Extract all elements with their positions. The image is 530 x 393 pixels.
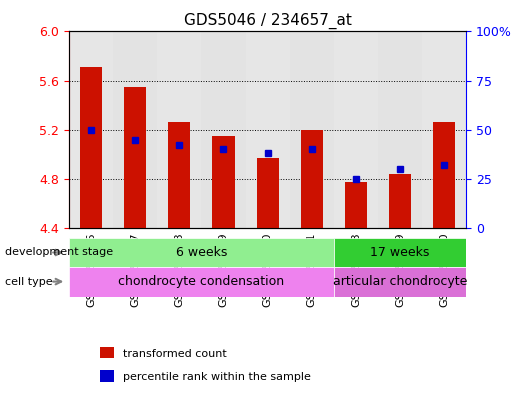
FancyBboxPatch shape xyxy=(69,267,334,297)
Text: transformed count: transformed count xyxy=(123,349,227,359)
Bar xyxy=(124,87,146,228)
FancyBboxPatch shape xyxy=(334,238,466,267)
Text: 6 weeks: 6 weeks xyxy=(176,246,227,259)
Bar xyxy=(245,31,290,228)
Bar xyxy=(100,370,114,382)
Bar xyxy=(378,31,422,228)
Bar xyxy=(389,174,411,228)
Title: GDS5046 / 234657_at: GDS5046 / 234657_at xyxy=(184,13,351,29)
Bar xyxy=(168,122,190,228)
Text: development stage: development stage xyxy=(5,247,113,257)
Bar xyxy=(113,31,157,228)
Bar xyxy=(422,31,466,228)
Bar xyxy=(257,158,279,228)
Bar xyxy=(201,31,245,228)
Text: cell type: cell type xyxy=(5,277,53,287)
Text: chondrocyte condensation: chondrocyte condensation xyxy=(118,275,285,288)
Text: 17 weeks: 17 weeks xyxy=(370,246,430,259)
Bar xyxy=(69,31,113,228)
FancyBboxPatch shape xyxy=(69,238,334,267)
Text: articular chondrocyte: articular chondrocyte xyxy=(333,275,467,288)
Bar xyxy=(100,347,114,358)
Bar xyxy=(334,31,378,228)
Bar xyxy=(157,31,201,228)
Bar xyxy=(345,182,367,228)
Bar xyxy=(290,31,334,228)
Text: percentile rank within the sample: percentile rank within the sample xyxy=(123,372,311,382)
Bar xyxy=(80,67,102,228)
Bar xyxy=(213,136,234,228)
FancyBboxPatch shape xyxy=(334,267,466,297)
Bar xyxy=(434,122,455,228)
Bar xyxy=(301,130,323,228)
